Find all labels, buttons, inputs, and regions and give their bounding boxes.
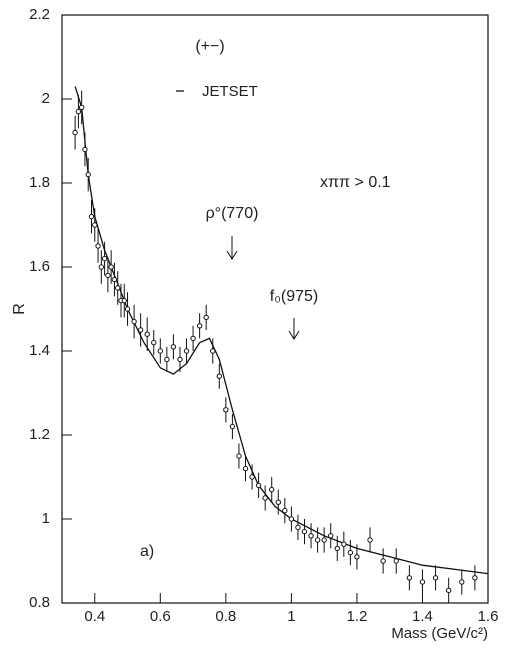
arrow <box>288 318 300 340</box>
data-point <box>85 171 91 178</box>
data-point <box>164 356 170 363</box>
data-point <box>183 348 190 354</box>
y-tick-label: 1 <box>42 510 50 527</box>
x-tick-label: 1 <box>287 608 295 625</box>
data-point <box>472 575 478 581</box>
x-tick-label: 0.4 <box>84 608 105 625</box>
annotation: f₀(975) <box>270 288 318 305</box>
data-point <box>341 541 347 547</box>
data-point <box>72 129 78 136</box>
x-tick-label: 1.4 <box>412 608 433 625</box>
model-curve <box>74 86 489 575</box>
data-point <box>101 255 108 262</box>
annotation: (+−) <box>195 38 224 55</box>
data-point <box>124 306 131 312</box>
y-tick-label: 0.8 <box>29 594 50 611</box>
x-tick-label: 1.2 <box>346 608 367 625</box>
legend-label: JETSET <box>202 83 258 100</box>
data-point <box>432 575 439 581</box>
data-point <box>190 335 196 342</box>
data-point <box>275 499 281 505</box>
data-point <box>131 318 137 325</box>
data-point <box>92 222 98 228</box>
data-point <box>321 537 327 543</box>
data-point <box>406 575 413 581</box>
data-point <box>236 453 242 459</box>
x-tick-label: 0.6 <box>150 608 171 625</box>
data-point <box>334 545 340 552</box>
data-point <box>328 533 334 539</box>
data-point <box>105 272 111 279</box>
data-point <box>203 314 209 321</box>
plot-frame <box>61 14 489 604</box>
x-tick-label: 0.8 <box>215 608 236 625</box>
y-tick-label: 1.2 <box>29 426 50 443</box>
data-point <box>223 407 229 413</box>
data-point <box>367 537 373 543</box>
data-point <box>419 579 426 585</box>
data-point <box>295 524 301 531</box>
data-point <box>269 486 275 493</box>
data-point <box>75 108 82 115</box>
data-point <box>108 264 114 270</box>
data-point <box>380 558 386 564</box>
annotation: ρ°(770) <box>206 205 259 222</box>
x-tick-label: 1.6 <box>478 608 499 625</box>
data-point <box>242 465 249 472</box>
y-tick-label: 2.2 <box>29 6 50 23</box>
y-axis-label: R <box>11 303 28 315</box>
y-tick-label: 1.6 <box>29 258 50 275</box>
data-point <box>347 549 354 556</box>
data-point <box>354 554 360 560</box>
y-tick-label: 1.8 <box>29 174 50 191</box>
data-point <box>210 348 216 354</box>
data-point <box>157 348 164 354</box>
y-tick-label: 1.4 <box>29 342 50 359</box>
arrow <box>226 236 238 260</box>
data-point <box>314 537 321 543</box>
data-point <box>177 356 183 363</box>
data-point <box>144 331 150 337</box>
data-point <box>249 474 255 480</box>
annotation: xππ > 0.1 <box>320 174 391 191</box>
data-point <box>262 495 268 501</box>
data-point <box>115 285 121 291</box>
data-point <box>196 323 203 329</box>
data-point <box>137 327 144 333</box>
data-point <box>229 423 236 430</box>
data-point <box>151 339 157 346</box>
data-point <box>88 213 95 220</box>
y-tick-label: 2 <box>42 90 50 107</box>
data-point <box>170 344 177 350</box>
data-point <box>82 146 88 153</box>
data-point <box>301 528 308 535</box>
data-point <box>308 533 314 539</box>
data-point <box>445 587 452 594</box>
data-point <box>98 264 105 270</box>
data-point <box>282 507 288 514</box>
data-point <box>459 579 465 585</box>
data-point <box>121 297 127 304</box>
data-point <box>78 104 85 111</box>
data-point <box>255 482 262 489</box>
x-axis-label: Mass (GeV/c²) <box>391 625 488 642</box>
annotation: a) <box>140 543 154 560</box>
data-point <box>288 516 295 522</box>
data-point <box>393 558 399 564</box>
data-point <box>216 373 222 379</box>
data-point <box>95 243 101 249</box>
data-point <box>111 276 118 283</box>
